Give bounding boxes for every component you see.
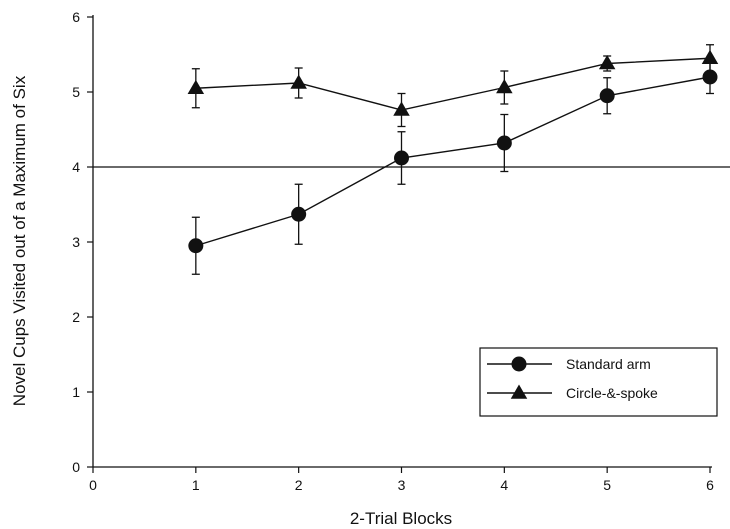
series-circle xyxy=(188,59,718,275)
data-point xyxy=(290,74,307,89)
series-triangle xyxy=(187,44,719,128)
y-tick-label: 1 xyxy=(72,384,80,400)
x-tick-label: 2 xyxy=(295,477,303,493)
data-point xyxy=(187,79,205,94)
data-point xyxy=(598,54,616,70)
data-point xyxy=(599,88,615,104)
x-tick-label: 1 xyxy=(192,477,200,493)
x-axis-title: 2-Trial Blocks xyxy=(350,509,452,528)
data-point xyxy=(393,101,410,116)
y-tick-label: 2 xyxy=(72,309,80,325)
x-tick-label: 0 xyxy=(89,477,97,493)
data-point xyxy=(496,78,513,94)
y-tick-label: 4 xyxy=(72,159,80,175)
series-layer xyxy=(187,44,719,275)
axes: 0 1 2 3 4 5 6 0 1 2 3 4 5 6 xyxy=(72,9,714,493)
data-point xyxy=(496,135,512,151)
x-tick-label: 6 xyxy=(706,477,714,493)
legend-marker xyxy=(511,356,527,372)
y-tick-label: 3 xyxy=(72,234,80,250)
y-axis-title: Novel Cups Visited out of a Maximum of S… xyxy=(10,75,29,406)
x-tick-label: 3 xyxy=(398,477,406,493)
y-tick-label: 0 xyxy=(72,459,80,475)
legend-label: Standard arm xyxy=(566,356,651,372)
legend-marker xyxy=(510,384,528,399)
data-point xyxy=(701,49,719,64)
series-line xyxy=(195,57,711,111)
legend-label: Circle-&-spoke xyxy=(566,385,658,401)
series-line xyxy=(195,76,711,247)
x-tick-label: 5 xyxy=(603,477,611,493)
y-tick-label: 5 xyxy=(72,84,80,100)
data-point xyxy=(702,69,718,85)
data-point xyxy=(291,206,307,222)
data-point xyxy=(394,150,409,166)
x-tick-label: 4 xyxy=(500,477,508,493)
y-tick-label: 6 xyxy=(72,9,80,25)
legend: Standard arm Circle-&-spoke xyxy=(479,347,718,417)
data-point xyxy=(188,238,204,254)
